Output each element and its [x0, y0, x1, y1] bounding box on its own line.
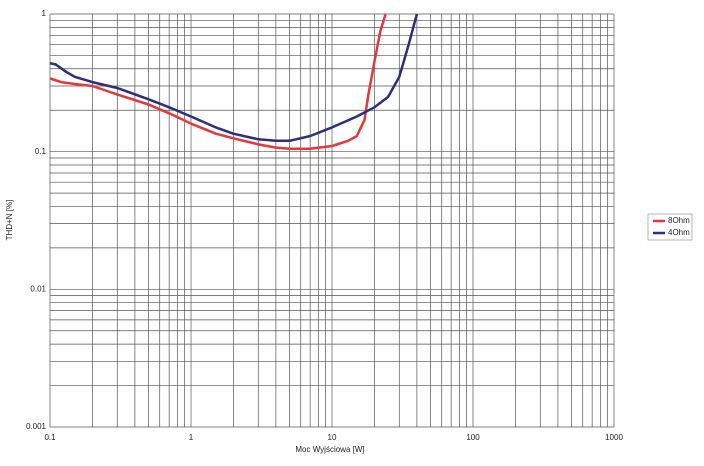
- y-tick-label: 0.1: [35, 147, 47, 156]
- y-axis-label: THD+N [%]: [5, 200, 14, 241]
- x-axis-label: Moc Wyjściowa [W]: [295, 445, 364, 454]
- legend-label: 4Ohm: [668, 228, 690, 237]
- legend-label: 8Ohm: [668, 216, 690, 225]
- y-tick-label: 0.01: [30, 284, 46, 293]
- legend-box: [647, 213, 693, 241]
- x-tick-label: 1000: [605, 433, 623, 442]
- x-tick-label: 0.1: [44, 433, 56, 442]
- x-tick-label: 100: [466, 433, 480, 442]
- series-line: [49, 13, 419, 143]
- x-tick-label: 1: [189, 433, 194, 442]
- series-line: [49, 13, 387, 150]
- x-tick-label: 10: [328, 433, 337, 442]
- y-tick-label: 0.001: [26, 422, 47, 431]
- y-tick-label: 1: [42, 9, 47, 18]
